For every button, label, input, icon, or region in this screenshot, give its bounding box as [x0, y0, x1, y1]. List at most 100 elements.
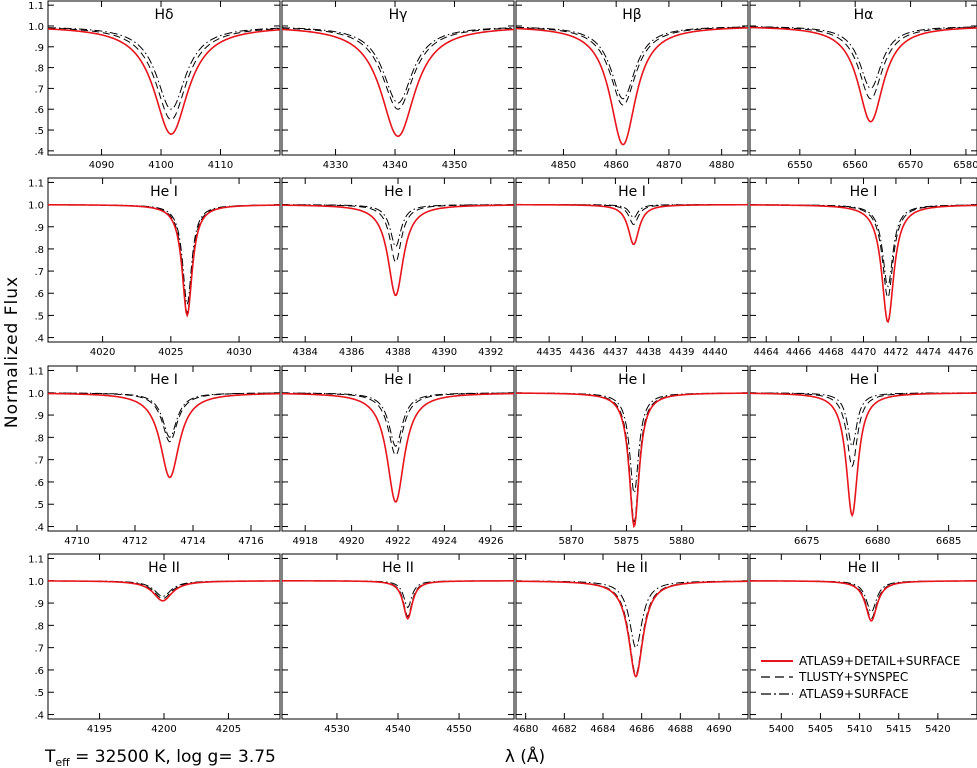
x-tick-label: 4439: [669, 347, 694, 358]
panel-title: He I: [150, 184, 178, 200]
panel-grid: 4090 4100 4110 1.1 1.0 .9 .8 .7 .6 .5 .4 Hδ 4330 4340…: [28, 0, 977, 735]
legend-label-atlas9-surface: ATLAS9+SURFACE: [799, 687, 909, 701]
x-tick-label: 4030: [226, 347, 251, 358]
x-tick-label: 4688: [668, 724, 693, 735]
x-tick-label: 4388: [385, 347, 410, 358]
panel-frame: [47, 177, 281, 343]
profile-atlas9-surface: [750, 392, 977, 448]
x-tick-label: 4682: [552, 724, 577, 735]
x-tick-label: 4110: [208, 160, 233, 171]
x-tick-label: 5875: [614, 536, 639, 547]
y-tick-label: 1.1: [28, 178, 44, 189]
profile-atlas9-detail-surface: [48, 204, 280, 318]
y-tick-label: .5: [34, 311, 44, 322]
teff-subscript: eff: [55, 756, 70, 768]
teff-symbol: T: [44, 747, 56, 767]
x-tick-label: 5400: [769, 724, 794, 735]
y-tick-label: .9: [34, 599, 44, 610]
y-tick-label: .6: [34, 105, 44, 116]
y-tick-label: .4: [34, 523, 44, 534]
x-tick-label: 4476: [948, 347, 973, 358]
panel-2: 4330 4340 4350 Hγ: [281, 0, 515, 171]
x-tick-label: 4384: [292, 347, 317, 358]
profile-tlusty-synspec: [282, 204, 514, 263]
y-tick-label: 1.0: [28, 201, 44, 212]
profile-atlas9-surface: [48, 204, 280, 306]
panel-5: 4020 4025 4030 1.1 1.0 .9 .8 .7 .6 .5 .4 He I: [28, 177, 281, 358]
panel-frame: [515, 177, 749, 343]
panel-title: Hδ: [154, 7, 173, 23]
y-tick-label: .4: [34, 147, 44, 158]
panel-frame: [749, 0, 977, 156]
panel-title: He I: [850, 372, 878, 388]
x-tick-label: 4530: [324, 724, 349, 735]
x-tick-label: 6580: [953, 160, 977, 171]
profile-atlas9-surface: [516, 392, 748, 495]
x-tick-label: 6680: [865, 536, 890, 547]
panel-frame: [47, 553, 281, 720]
x-tick-label: 4464: [753, 347, 778, 358]
y-tick-label: .5: [34, 688, 44, 699]
x-tick-label: 4690: [706, 724, 731, 735]
x-tick-label: 4540: [385, 724, 410, 735]
x-tick-label: 4466: [786, 347, 811, 358]
legend-label-atlas9-detail-surface: ATLAS9+DETAIL+SURFACE: [799, 654, 960, 668]
y-tick-label: 1.0: [28, 577, 44, 588]
panel-title: He II: [148, 560, 180, 576]
panel-frame: [281, 177, 515, 343]
x-tick-label: 4686: [629, 724, 654, 735]
panel-title: Hγ: [389, 7, 408, 23]
y-tick-label: .7: [34, 267, 44, 278]
y-tick-label: 1.1: [28, 554, 44, 565]
parameter-label: Teff = 32500 K, log g= 3.75: [44, 747, 276, 768]
profile-atlas9-surface: [282, 27, 514, 104]
profile-tlusty-synspec: [282, 392, 514, 456]
y-tick-label: .7: [34, 456, 44, 467]
x-tick-label: 4714: [180, 536, 205, 547]
panel-title: He I: [150, 372, 178, 388]
panel-title: He II: [616, 560, 648, 576]
profile-atlas9-detail-surface: [48, 392, 280, 479]
profile-atlas9-detail-surface: [48, 28, 280, 135]
x-tick-label: 4474: [916, 347, 941, 358]
x-tick-label: 4472: [883, 347, 908, 358]
panel-title: He I: [618, 184, 646, 200]
profile-atlas9-detail-surface: [282, 580, 514, 620]
profile-tlusty-synspec: [48, 392, 280, 443]
y-tick-label: .8: [34, 433, 44, 444]
y-tick-label: .6: [34, 666, 44, 677]
panel-15: 4680 4682 4684 4686 4688 4690 He II: [513, 553, 749, 735]
panel-3: 4850 4860 4870 4880 Hβ: [515, 0, 749, 171]
panel-title: He I: [850, 184, 878, 200]
panel-frame: [515, 365, 749, 532]
x-tick-label: 4918: [292, 536, 317, 547]
x-tick-label: 4340: [382, 160, 407, 171]
profile-atlas9-surface: [282, 204, 514, 248]
profile-tlusty-synspec: [282, 27, 514, 110]
panel-8: 4464 4466 4468 4470 4472 4474 4476 He I: [749, 177, 977, 358]
x-tick-label: 4880: [709, 160, 734, 171]
x-tick-label: 6685: [936, 536, 961, 547]
profile-atlas9-surface: [516, 580, 748, 649]
panel-frame: [281, 0, 515, 156]
x-tick-label: 5870: [559, 536, 584, 547]
panel-16: 5400 5405 5410 5415 5420 He II: [749, 553, 977, 735]
profile-atlas9-detail-surface: [750, 392, 977, 518]
y-tick-label: .8: [34, 621, 44, 632]
x-tick-label: 4680: [513, 724, 538, 735]
panel-title: He II: [848, 560, 880, 576]
x-tick-label: 4870: [656, 160, 681, 171]
x-tick-label: 4922: [385, 536, 410, 547]
panel-frame: [749, 553, 977, 720]
profile-atlas9-detail-surface: [750, 26, 977, 123]
x-tick-label: 5410: [847, 724, 872, 735]
x-tick-label: 4025: [158, 347, 183, 358]
panel-title: Hα: [854, 7, 874, 23]
panel-4: 6550 6560 6570 6580 Hα: [749, 0, 977, 171]
x-axis-label: λ (Å): [505, 745, 545, 767]
profile-atlas9-surface: [750, 204, 977, 288]
profile-tlusty-synspec: [48, 204, 280, 315]
profile-atlas9-detail-surface: [750, 580, 977, 622]
y-tick-label: .9: [34, 223, 44, 234]
